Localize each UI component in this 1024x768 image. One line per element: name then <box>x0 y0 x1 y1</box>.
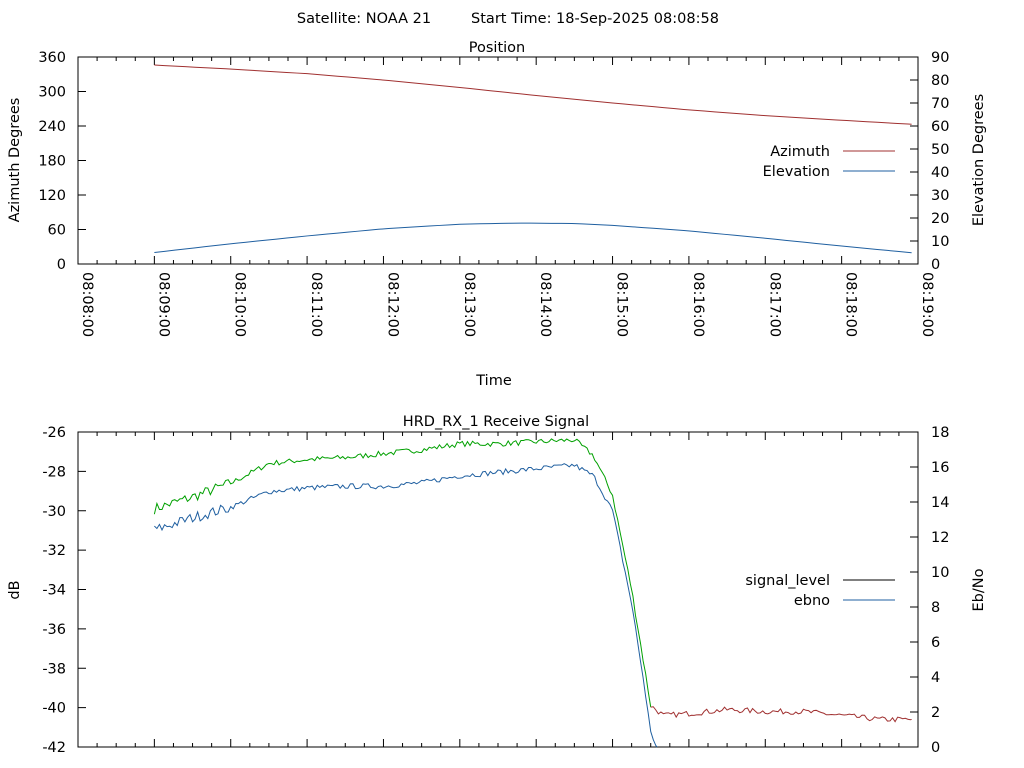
y2-tick-label: 30 <box>931 188 949 204</box>
y2-tick-label: 80 <box>931 73 949 89</box>
y2-tick-label: 14 <box>931 495 949 511</box>
y2-tick-label: 90 <box>931 50 949 66</box>
y-tick-label: -36 <box>42 622 66 638</box>
position-y2-axis-label: Elevation Degrees <box>971 94 987 226</box>
series-line-signal_level-high <box>153 438 652 708</box>
y2-tick-label: 60 <box>931 119 949 135</box>
y2-tick-label: 70 <box>931 96 949 112</box>
x-tick-label: 08:08:00 <box>79 272 95 337</box>
position-x-axis-label: Time <box>475 373 512 389</box>
y2-tick-label: 0 <box>931 740 940 756</box>
x-tick-label: 08:15:00 <box>614 272 630 337</box>
y2-tick-label: 4 <box>931 670 940 686</box>
y2-tick-label: 16 <box>931 460 949 476</box>
legend-label: signal_level <box>745 573 830 589</box>
x-tick-label: 08:17:00 <box>766 272 782 337</box>
signal-y2-axis-label: Eb/No <box>971 568 987 611</box>
y-tick-label: -26 <box>42 425 66 441</box>
y-tick-label: 0 <box>57 257 66 273</box>
header-satellite: Satellite: NOAA 21 <box>297 11 431 27</box>
y-tick-label: 240 <box>38 119 66 135</box>
legend-label: ebno <box>794 593 830 609</box>
plot-frame <box>77 431 919 748</box>
y2-tick-label: 12 <box>931 530 949 546</box>
signal-chart-title: HRD_RX_1 Receive Signal <box>403 414 589 430</box>
y-tick-label: -32 <box>42 543 66 559</box>
y-tick-label: -34 <box>42 583 66 599</box>
x-tick-label: 08:18:00 <box>843 272 859 337</box>
series-line-Elevation <box>154 222 912 254</box>
y-tick-label: -38 <box>42 661 66 677</box>
x-tick-label: 08:19:00 <box>919 272 935 337</box>
x-tick-label: 08:13:00 <box>461 272 477 337</box>
position-chart-title: Position <box>469 40 525 56</box>
y-tick-label: 120 <box>38 188 66 204</box>
y2-tick-label: 20 <box>931 211 949 227</box>
x-tick-label: 08:09:00 <box>155 272 171 337</box>
series-line-ebno <box>154 463 658 748</box>
y2-tick-label: 10 <box>931 234 949 250</box>
signal-y-axis-label: dB <box>7 580 23 599</box>
y2-tick-label: 2 <box>931 705 940 721</box>
series-line-signal_level-low <box>650 706 912 723</box>
x-tick-label: 08:16:00 <box>690 272 706 337</box>
y-tick-label: 180 <box>38 154 66 170</box>
x-tick-label: 08:11:00 <box>308 272 324 337</box>
position-y-axis-label: Azimuth Degrees <box>7 98 23 223</box>
header-start-time: Start Time: 18-Sep-2025 08:08:58 <box>471 11 719 27</box>
legend-label: Azimuth <box>770 144 830 160</box>
y-tick-label: -28 <box>42 464 66 480</box>
y2-tick-label: 0 <box>931 257 940 273</box>
y-tick-label: 360 <box>38 50 66 66</box>
y-tick-label: -42 <box>42 740 66 756</box>
plot-frame <box>77 56 919 265</box>
y2-tick-label: 50 <box>931 142 949 158</box>
y2-tick-label: 8 <box>931 600 940 616</box>
legend-label: Elevation <box>763 164 830 180</box>
y-tick-label: -40 <box>42 701 66 717</box>
position-chart: Position Time Azimuth Degrees Elevation … <box>7 40 987 389</box>
y-tick-label: 60 <box>48 223 66 239</box>
y2-tick-label: 6 <box>931 635 940 651</box>
y2-tick-label: 18 <box>931 425 949 441</box>
x-tick-label: 08:10:00 <box>232 272 248 337</box>
y-tick-label: -30 <box>42 504 66 520</box>
series-line-Azimuth <box>154 64 912 125</box>
x-tick-label: 08:12:00 <box>384 272 400 337</box>
x-tick-label: 08:14:00 <box>537 272 553 337</box>
y2-tick-label: 40 <box>931 165 949 181</box>
y-tick-label: 300 <box>38 85 66 101</box>
y2-tick-label: 10 <box>931 565 949 581</box>
receive-signal-chart: HRD_RX_1 Receive Signal dB Eb/No -42 -40 -… <box>7 414 987 756</box>
